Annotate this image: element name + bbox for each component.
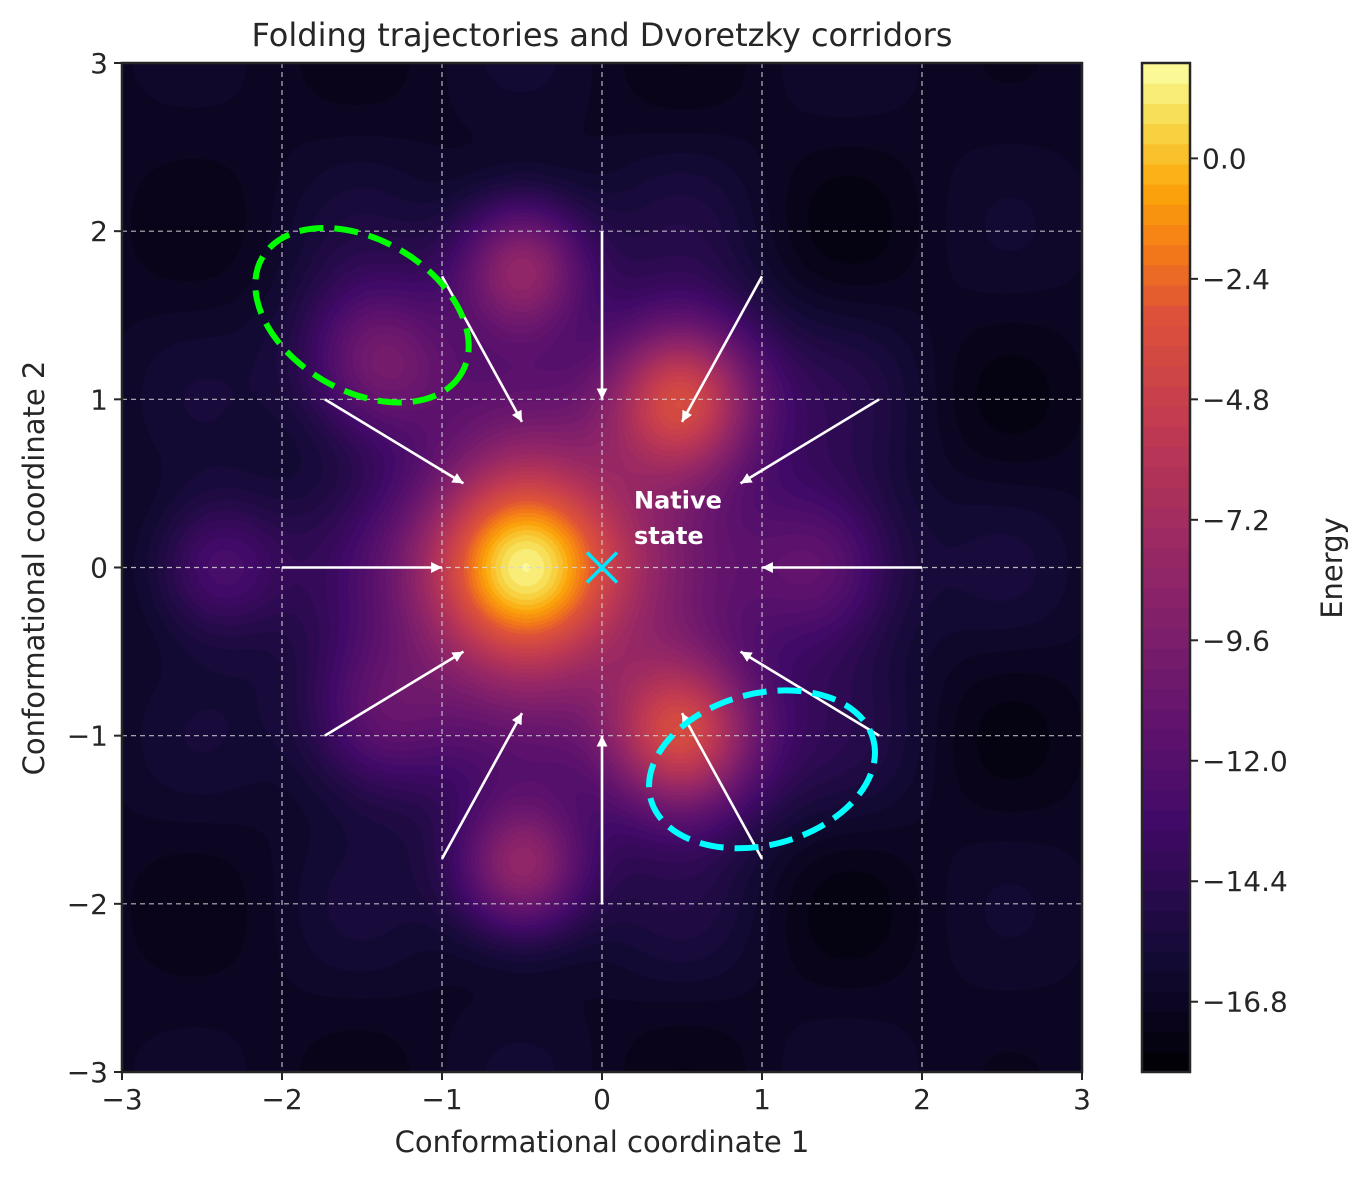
- corridors: [252, 224, 878, 852]
- trajectory-arrow: [680, 712, 764, 860]
- colorbar-band: [1142, 688, 1190, 710]
- colorbar-band: [1142, 406, 1190, 427]
- trajectory-arrow: [680, 275, 764, 423]
- colorbar-band: [1142, 486, 1190, 508]
- colorbar-band: [1142, 547, 1190, 569]
- colorbar-band: [1142, 1051, 1190, 1073]
- x-tick-label: −1: [421, 1083, 462, 1116]
- colorbar-tick-label: −4.8: [1202, 383, 1270, 416]
- native-state-marker: [585, 551, 619, 584]
- colorbar-band: [1142, 607, 1190, 629]
- trajectory-arrow: [324, 398, 465, 485]
- colorbar-band: [1142, 385, 1190, 407]
- colorbar-tick-label: −14.4: [1202, 865, 1288, 898]
- colorbar-tick-label: −2.4: [1202, 263, 1270, 296]
- trajectory-arrow: [324, 650, 465, 737]
- colorbar-band: [1142, 103, 1190, 125]
- native-state-label: Native: [634, 487, 722, 515]
- colorbar-band: [1142, 991, 1190, 1013]
- colorbar-band: [1142, 1031, 1190, 1053]
- colorbar-band: [1142, 809, 1190, 831]
- colorbar-tick-label: −7.2: [1202, 504, 1270, 537]
- colorbar-band: [1142, 930, 1190, 952]
- colorbar-tick-label: −9.6: [1202, 624, 1270, 657]
- colorbar-band: [1142, 143, 1190, 165]
- colorbar-band: [1142, 426, 1190, 448]
- colorbar-band: [1142, 506, 1190, 528]
- colorbar-band: [1142, 668, 1190, 690]
- x-tick-label: −3: [101, 1083, 142, 1116]
- trajectory-arrow: [739, 398, 880, 485]
- y-tick-label: −3: [67, 1056, 108, 1089]
- colorbar-band: [1142, 123, 1190, 145]
- corridor-ellipse: [646, 687, 878, 852]
- colorbar-band: [1142, 527, 1190, 548]
- colorbar-band: [1142, 264, 1190, 286]
- colorbar-tick-label: −16.8: [1202, 986, 1288, 1019]
- native-state: Native state: [585, 487, 722, 584]
- colorbar-band: [1142, 466, 1190, 488]
- x-tick-label: 0: [593, 1083, 611, 1116]
- colorbar-band: [1142, 628, 1190, 649]
- colorbar-band: [1142, 446, 1190, 468]
- colorbar-band: [1142, 789, 1190, 811]
- colorbar-band: [1142, 728, 1190, 750]
- native-state-label: state: [634, 522, 704, 550]
- colorbar-band: [1142, 365, 1190, 387]
- colorbar-band: [1142, 204, 1190, 226]
- colorbar-frame: [1140, 61, 1192, 1074]
- colorbar-band: [1142, 850, 1190, 871]
- y-axis-ticks: −3 −2 −1 0 1 2 3: [67, 47, 122, 1089]
- colorbar-band: [1142, 184, 1190, 205]
- x-axis-label: Conformational coordinate 1: [395, 1125, 810, 1159]
- colorbar-band: [1142, 769, 1190, 791]
- colorbar-band: [1142, 829, 1190, 851]
- x-tick-label: 2: [913, 1083, 931, 1116]
- y-tick-label: 3: [90, 47, 108, 80]
- y-tick-label: −2: [67, 888, 108, 921]
- x-axis-ticks: −3 −2 −1 0 1 2 3: [101, 1072, 1091, 1116]
- colorbar-band: [1142, 587, 1190, 609]
- colorbar-band: [1142, 325, 1190, 347]
- colorbar-tick-label: 0.0: [1202, 142, 1247, 175]
- trajectory-arrow: [440, 712, 524, 860]
- y-tick-label: −1: [67, 720, 108, 753]
- colorbar-band: [1142, 648, 1190, 669]
- colorbar-band: [1142, 63, 1190, 84]
- colorbar-label: Energy: [1315, 517, 1349, 619]
- plot-area: Native state: [120, 61, 1084, 1074]
- colorbar-bands: [1142, 63, 1190, 1073]
- colorbar-band: [1142, 749, 1190, 770]
- colorbar-band: [1142, 163, 1190, 185]
- trajectory-arrow: [739, 650, 880, 737]
- colorbar-tick-label: −12.0: [1202, 745, 1288, 778]
- colorbar-ticks: 0.0 −2.4 −4.8 −7.2 −9.6 −12.0 −14.4 −16.8: [1190, 142, 1288, 1019]
- colorbar-band: [1142, 284, 1190, 306]
- trajectories: [282, 231, 922, 904]
- colorbar-band: [1142, 950, 1190, 972]
- colorbar-band: [1142, 305, 1190, 326]
- colorbar-band: [1142, 1011, 1190, 1033]
- colorbar-band: [1142, 910, 1190, 932]
- colorbar-band: [1142, 224, 1190, 246]
- colorbar-band: [1142, 708, 1190, 730]
- chart-title: Folding trajectories and Dvoretzky corri…: [252, 16, 953, 54]
- y-tick-label: 1: [90, 383, 108, 416]
- y-tick-label: 0: [90, 552, 108, 585]
- colorbar-band: [1142, 870, 1190, 891]
- colorbar: 0.0 −2.4 −4.8 −7.2 −9.6 −12.0 −14.4 −16.8 Energ…: [1140, 61, 1349, 1074]
- colorbar-band: [1142, 345, 1190, 367]
- corridor-ellipse: [252, 224, 472, 406]
- colorbar-band: [1142, 890, 1190, 912]
- x-tick-label: −2: [261, 1083, 302, 1116]
- colorbar-band: [1142, 83, 1190, 104]
- y-tick-label: 2: [90, 215, 108, 248]
- y-axis-label: Conformational coordinate 2: [17, 361, 51, 776]
- x-tick-label: 3: [1073, 1083, 1091, 1116]
- x-tick-label: 1: [753, 1083, 771, 1116]
- colorbar-band: [1142, 244, 1190, 266]
- colorbar-band: [1142, 971, 1190, 992]
- colorbar-band: [1142, 567, 1190, 589]
